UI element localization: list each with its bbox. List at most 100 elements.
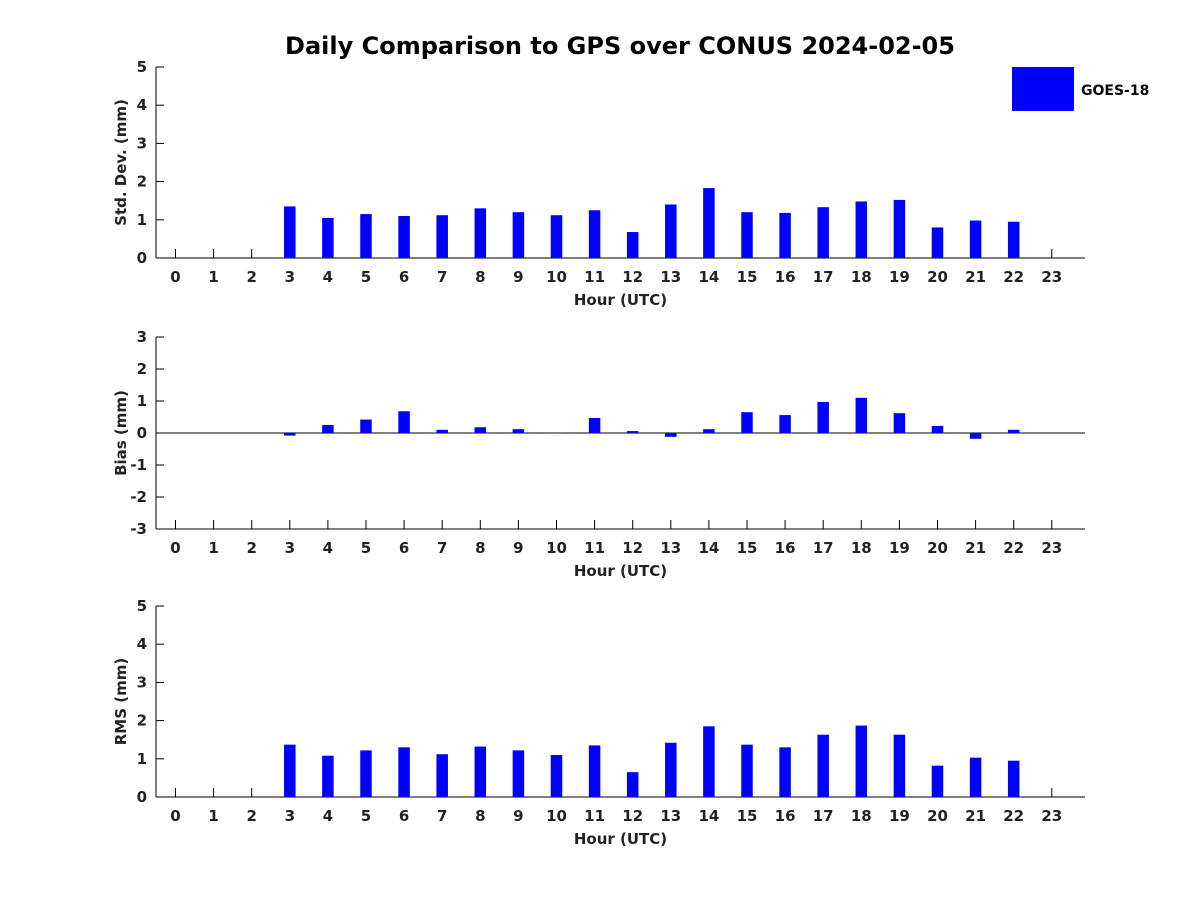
bar: [398, 411, 410, 433]
x-tick-label: 19: [889, 807, 910, 825]
legend: GOES-18: [1012, 67, 1149, 111]
bar: [931, 227, 944, 258]
x-tick-label: 12: [622, 268, 643, 286]
x-tick-label: 15: [737, 807, 758, 825]
x-tick-label: 17: [813, 539, 834, 557]
x-tick-label: 15: [737, 268, 758, 286]
x-tick-label: 4: [323, 807, 333, 825]
x-tick-label: 1: [208, 539, 218, 557]
x-tick-label: 2: [246, 539, 256, 557]
x-tick-label: 21: [965, 268, 986, 286]
x-tick-label: 10: [546, 807, 567, 825]
x-tick-label: 21: [965, 539, 986, 557]
x-tick-label: 3: [285, 807, 295, 825]
bar: [322, 755, 334, 797]
x-tick-label: 23: [1041, 268, 1062, 286]
bar: [817, 207, 829, 258]
bar: [626, 772, 639, 797]
bar: [855, 397, 868, 433]
y-tick-label: 0: [137, 424, 147, 442]
x-tick-label: 11: [584, 539, 605, 557]
y-axis-title: RMS (mm): [112, 658, 130, 745]
x-tick-label: 18: [851, 268, 872, 286]
x-tick-label: 17: [813, 807, 834, 825]
x-tick-label: 0: [170, 268, 180, 286]
bar: [550, 754, 563, 797]
x-tick-label: 2: [246, 268, 256, 286]
x-tick-label: 22: [1003, 268, 1024, 286]
x-tick-label: 7: [437, 807, 447, 825]
x-tick-label: 3: [285, 539, 295, 557]
x-tick-label: 4: [323, 539, 333, 557]
x-tick-label: 12: [622, 807, 643, 825]
y-tick-label: 5: [137, 597, 147, 615]
y-tick-label: 1: [137, 750, 147, 768]
x-tick-label: 10: [546, 268, 567, 286]
y-tick-label: -2: [130, 488, 147, 506]
bar: [969, 433, 982, 439]
x-tick-label: 5: [361, 807, 371, 825]
chart-title: Daily Comparison to GPS over CONUS 2024-…: [285, 32, 955, 60]
bar: [550, 433, 563, 434]
bar: [779, 212, 791, 258]
bar: [779, 415, 791, 433]
bar: [474, 208, 487, 258]
y-tick-label: 2: [137, 173, 147, 191]
bar: [665, 204, 677, 258]
x-tick-label: 8: [475, 807, 485, 825]
x-tick-label: 7: [437, 268, 447, 286]
bar: [741, 744, 753, 797]
x-tick-label: 6: [399, 268, 409, 286]
x-tick-label: 13: [660, 539, 681, 557]
x-tick-label: 16: [775, 268, 796, 286]
bar: [626, 232, 639, 258]
bar: [398, 215, 410, 258]
bar: [474, 427, 487, 433]
y-tick-label: -3: [130, 520, 147, 538]
bar: [322, 425, 334, 433]
bar: [588, 210, 601, 258]
x-tick-label: 20: [927, 807, 948, 825]
y-tick-label: 4: [137, 96, 147, 114]
bar: [893, 734, 906, 797]
bar: [665, 742, 677, 797]
y-tick-label: 1: [137, 211, 147, 229]
x-tick-label: 0: [170, 539, 180, 557]
x-tick-label: 0: [170, 807, 180, 825]
bar: [893, 199, 906, 258]
y-tick-label: 2: [137, 360, 147, 378]
bar: [550, 215, 563, 258]
x-tick-label: 6: [399, 539, 409, 557]
legend-swatch: [1012, 67, 1074, 111]
x-tick-label: 2: [246, 807, 256, 825]
x-tick-label: 13: [660, 807, 681, 825]
x-tick-label: 14: [698, 268, 719, 286]
x-axis-title: Hour (UTC): [574, 830, 667, 848]
bar: [360, 419, 372, 433]
x-tick-label: 6: [399, 807, 409, 825]
x-tick-label: 22: [1003, 807, 1024, 825]
x-tick-label: 15: [737, 539, 758, 557]
x-tick-label: 19: [889, 539, 910, 557]
x-tick-label: 20: [927, 539, 948, 557]
x-tick-label: 8: [475, 539, 485, 557]
x-tick-label: 20: [927, 268, 948, 286]
legend-label: GOES-18: [1081, 83, 1149, 99]
bar: [817, 734, 829, 797]
bar: [398, 747, 410, 797]
bar: [969, 220, 982, 258]
bar: [1007, 221, 1020, 258]
bar: [436, 215, 448, 258]
x-tick-label: 11: [584, 268, 605, 286]
x-tick-label: 13: [660, 268, 681, 286]
x-tick-label: 18: [851, 539, 872, 557]
x-axis-title: Hour (UTC): [574, 562, 667, 580]
x-tick-label: 9: [513, 539, 523, 557]
bar: [588, 417, 601, 433]
x-tick-label: 23: [1041, 539, 1062, 557]
x-tick-label: 19: [889, 268, 910, 286]
